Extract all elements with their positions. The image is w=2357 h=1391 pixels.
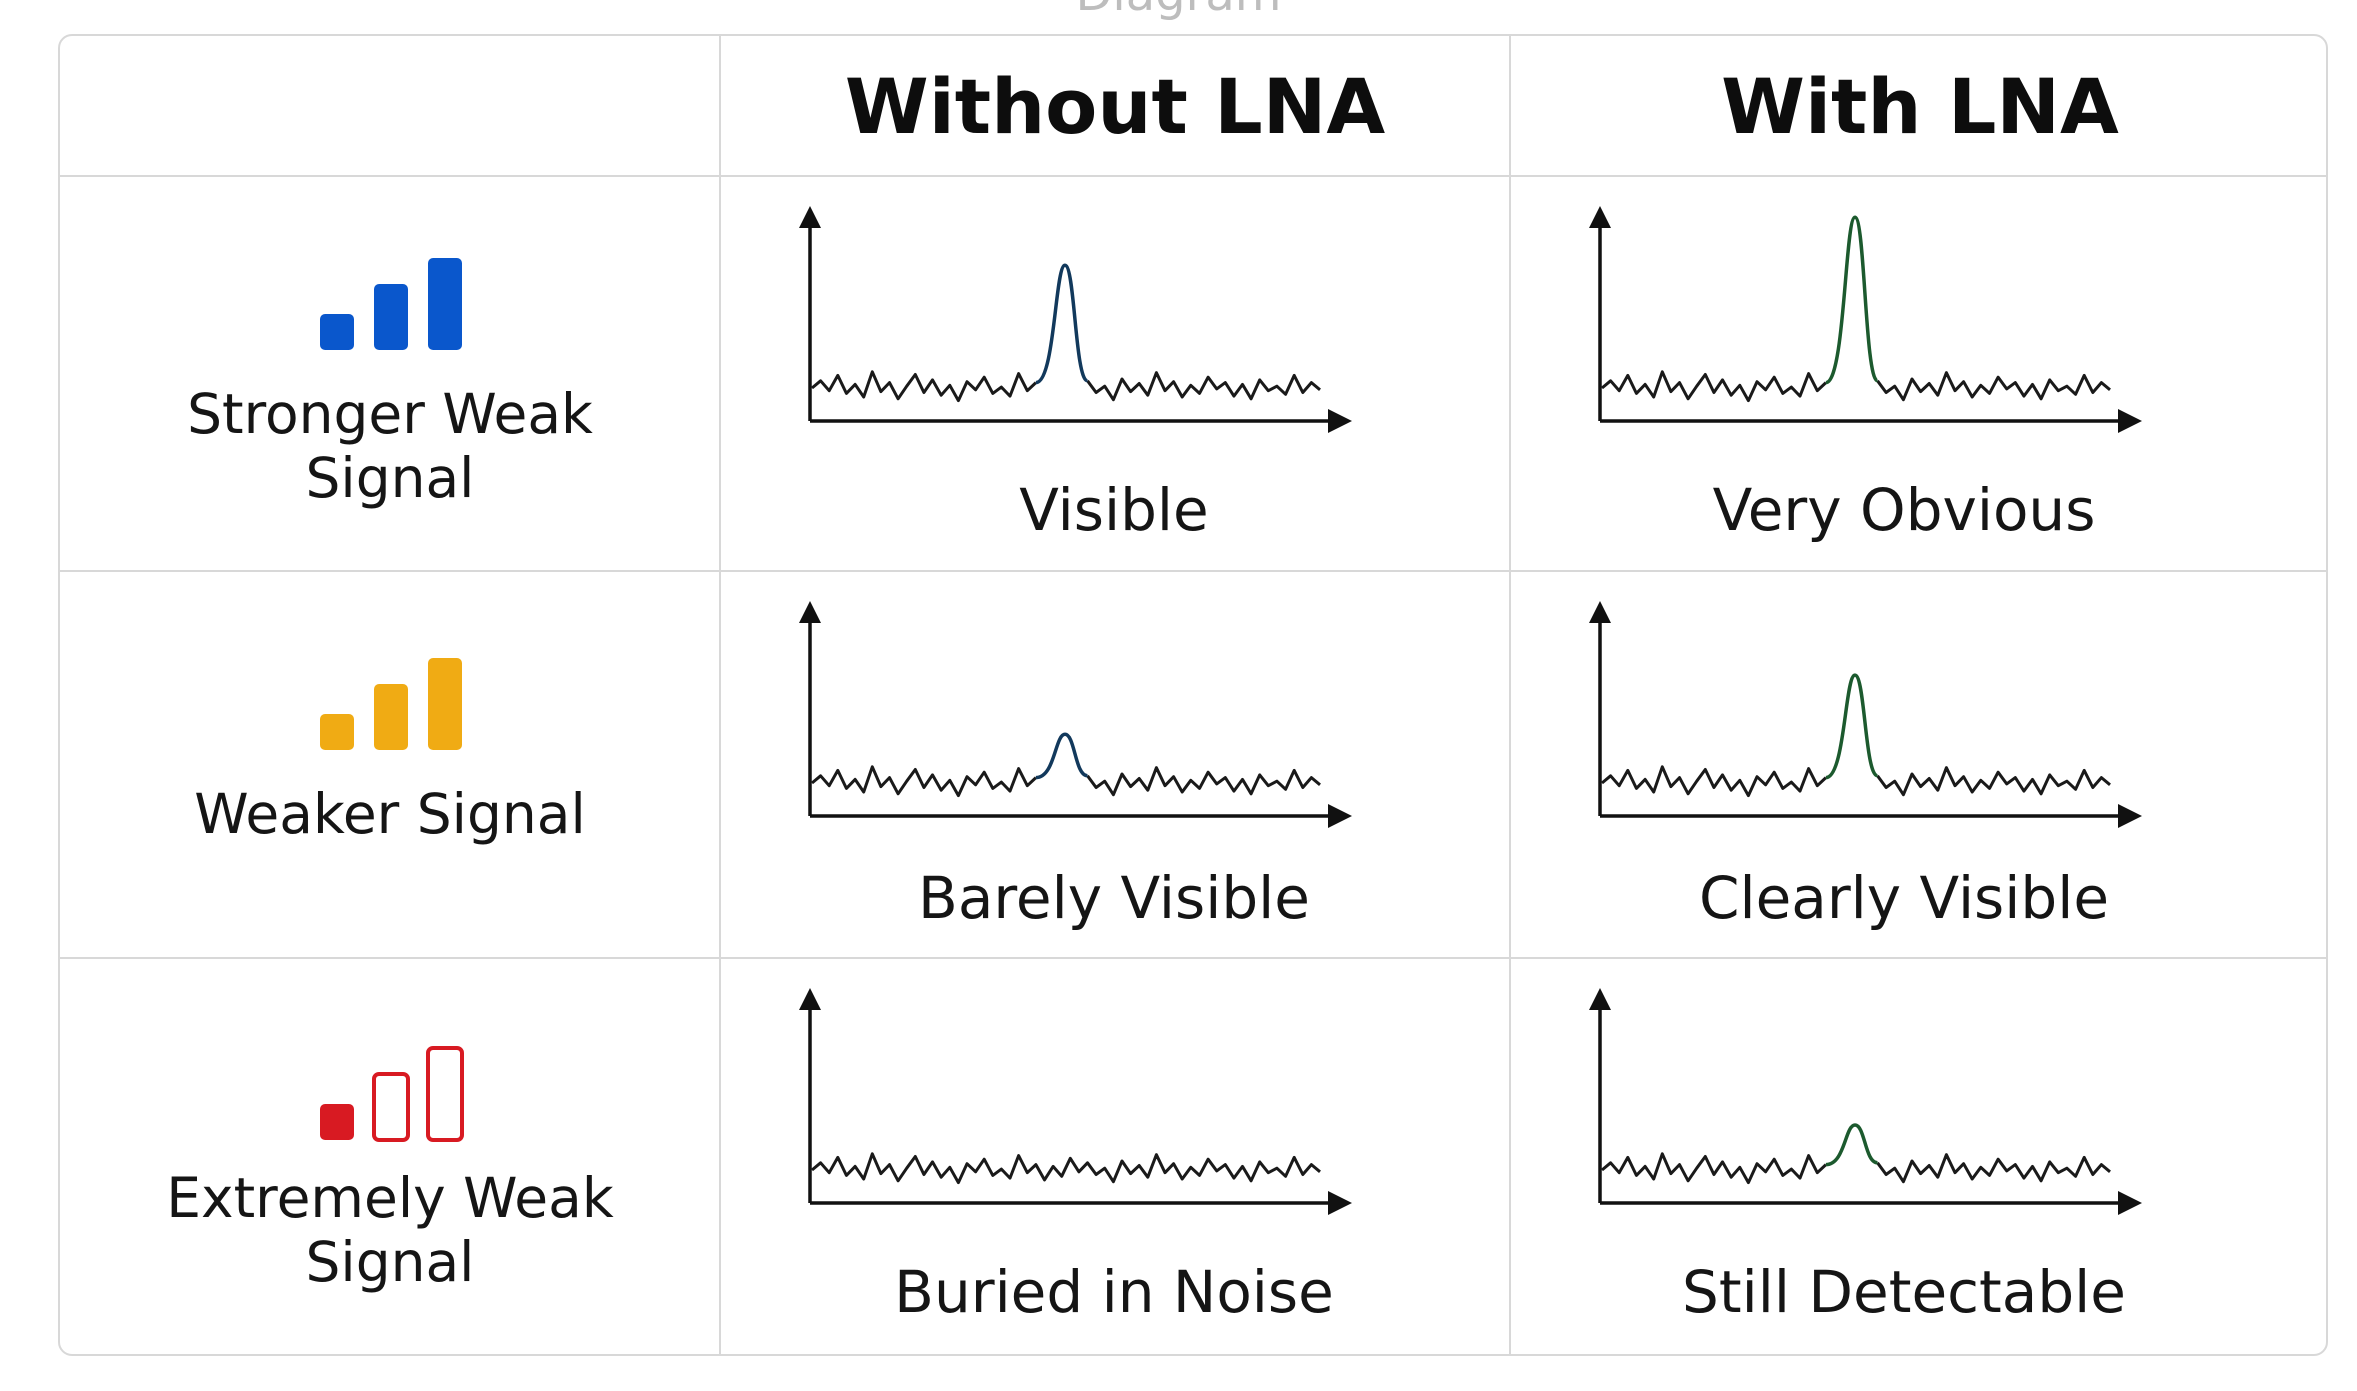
row-label-line: Signal	[305, 1230, 475, 1294]
spectrum-plot	[1589, 601, 2142, 828]
cell-weaker-with: Clearly Visible	[1510, 571, 2298, 958]
header-empty	[60, 36, 720, 176]
comparison-table: Without LNA With LNA Stronger Weak Signa…	[58, 34, 2328, 1356]
x-axis-arrow	[1328, 409, 1352, 433]
spectrum-plot	[1589, 988, 2142, 1215]
signal-peak	[1035, 732, 1089, 780]
signal-bars-icon	[320, 658, 462, 750]
cell-caption: Barely Visible	[918, 864, 1310, 932]
noise-trace	[1086, 371, 1321, 402]
row-label-line: Stronger Weak	[187, 382, 593, 446]
signal-bar-filled	[320, 314, 354, 350]
noise-trace	[1876, 1153, 2111, 1184]
top-caption: Diagram	[0, 0, 2357, 22]
x-axis-arrow	[2118, 804, 2142, 828]
cell-caption: Buried in Noise	[894, 1258, 1334, 1326]
header-with-lna: With LNA	[1721, 61, 2119, 151]
signal-bars-icon	[320, 1046, 464, 1142]
noise-trace	[811, 765, 1037, 798]
y-axis-arrow	[799, 988, 821, 1010]
cell-extremely-without: Buried in Noise	[720, 958, 1508, 1354]
header-without-lna: Without LNA	[844, 61, 1386, 151]
y-axis-arrow	[1589, 206, 1611, 228]
signal-peak	[1825, 1123, 1879, 1167]
x-axis-arrow	[1328, 804, 1352, 828]
row-label-text: Stronger Weak Signal	[187, 382, 593, 510]
spectrum-plot	[799, 601, 1352, 828]
noise-trace	[1601, 1152, 1827, 1185]
cell-extremely-with: Still Detectable	[1510, 958, 2298, 1354]
spectrum-plot	[799, 988, 1352, 1215]
y-axis-arrow	[799, 601, 821, 623]
cell-caption: Still Detectable	[1682, 1258, 2126, 1326]
signal-bar-filled	[320, 1104, 354, 1140]
signal-bar-filled	[428, 658, 462, 750]
signal-bar-empty	[426, 1046, 464, 1142]
signal-peak	[1825, 673, 1879, 780]
noise-trace	[1601, 370, 1827, 403]
spectrum-plot	[1589, 206, 2142, 433]
cell-caption: Very Obvious	[1712, 476, 2096, 544]
row-label-extremely-weak: Extremely Weak Signal	[60, 1036, 720, 1294]
noise-trace	[1086, 766, 1321, 797]
cell-caption: Clearly Visible	[1698, 864, 2110, 932]
table-gridlines	[60, 36, 2326, 1354]
signal-peak	[1824, 215, 1880, 385]
row-label-text: Weaker Signal	[194, 782, 585, 846]
y-axis-arrow	[799, 206, 821, 228]
x-axis-arrow	[1328, 1191, 1352, 1215]
noise-trace	[811, 1152, 1321, 1185]
spectrum-plot	[799, 206, 1352, 433]
signal-bar-filled	[428, 258, 462, 350]
signal-bar-empty	[372, 1072, 410, 1142]
y-axis-arrow	[1589, 601, 1611, 623]
row-label-text: Extremely Weak Signal	[166, 1166, 613, 1294]
cell-weaker-without: Barely Visible	[720, 571, 1508, 958]
x-axis-arrow	[2118, 409, 2142, 433]
row-label-line: Weaker Signal	[194, 782, 586, 846]
row-label-weaker: Weaker Signal	[60, 646, 720, 846]
row-label-stronger-weak: Stronger Weak Signal	[60, 246, 720, 510]
signal-bar-filled	[374, 284, 408, 350]
noise-trace	[1876, 371, 2111, 402]
x-axis-arrow	[2118, 1191, 2142, 1215]
cell-stronger-without: Visible	[720, 176, 1508, 571]
signal-peak	[1035, 263, 1090, 385]
row-label-line: Signal	[305, 446, 475, 510]
cell-stronger-with: Very Obvious	[1510, 176, 2298, 571]
signal-bar-filled	[320, 714, 354, 750]
signal-bar-filled	[374, 684, 408, 750]
row-label-line: Extremely Weak	[166, 1166, 614, 1230]
signal-bars-icon	[320, 258, 462, 350]
y-axis-arrow	[1589, 988, 1611, 1010]
noise-trace	[1601, 765, 1827, 798]
noise-trace	[811, 370, 1037, 403]
cell-caption: Visible	[1019, 476, 1209, 544]
noise-trace	[1876, 766, 2111, 797]
